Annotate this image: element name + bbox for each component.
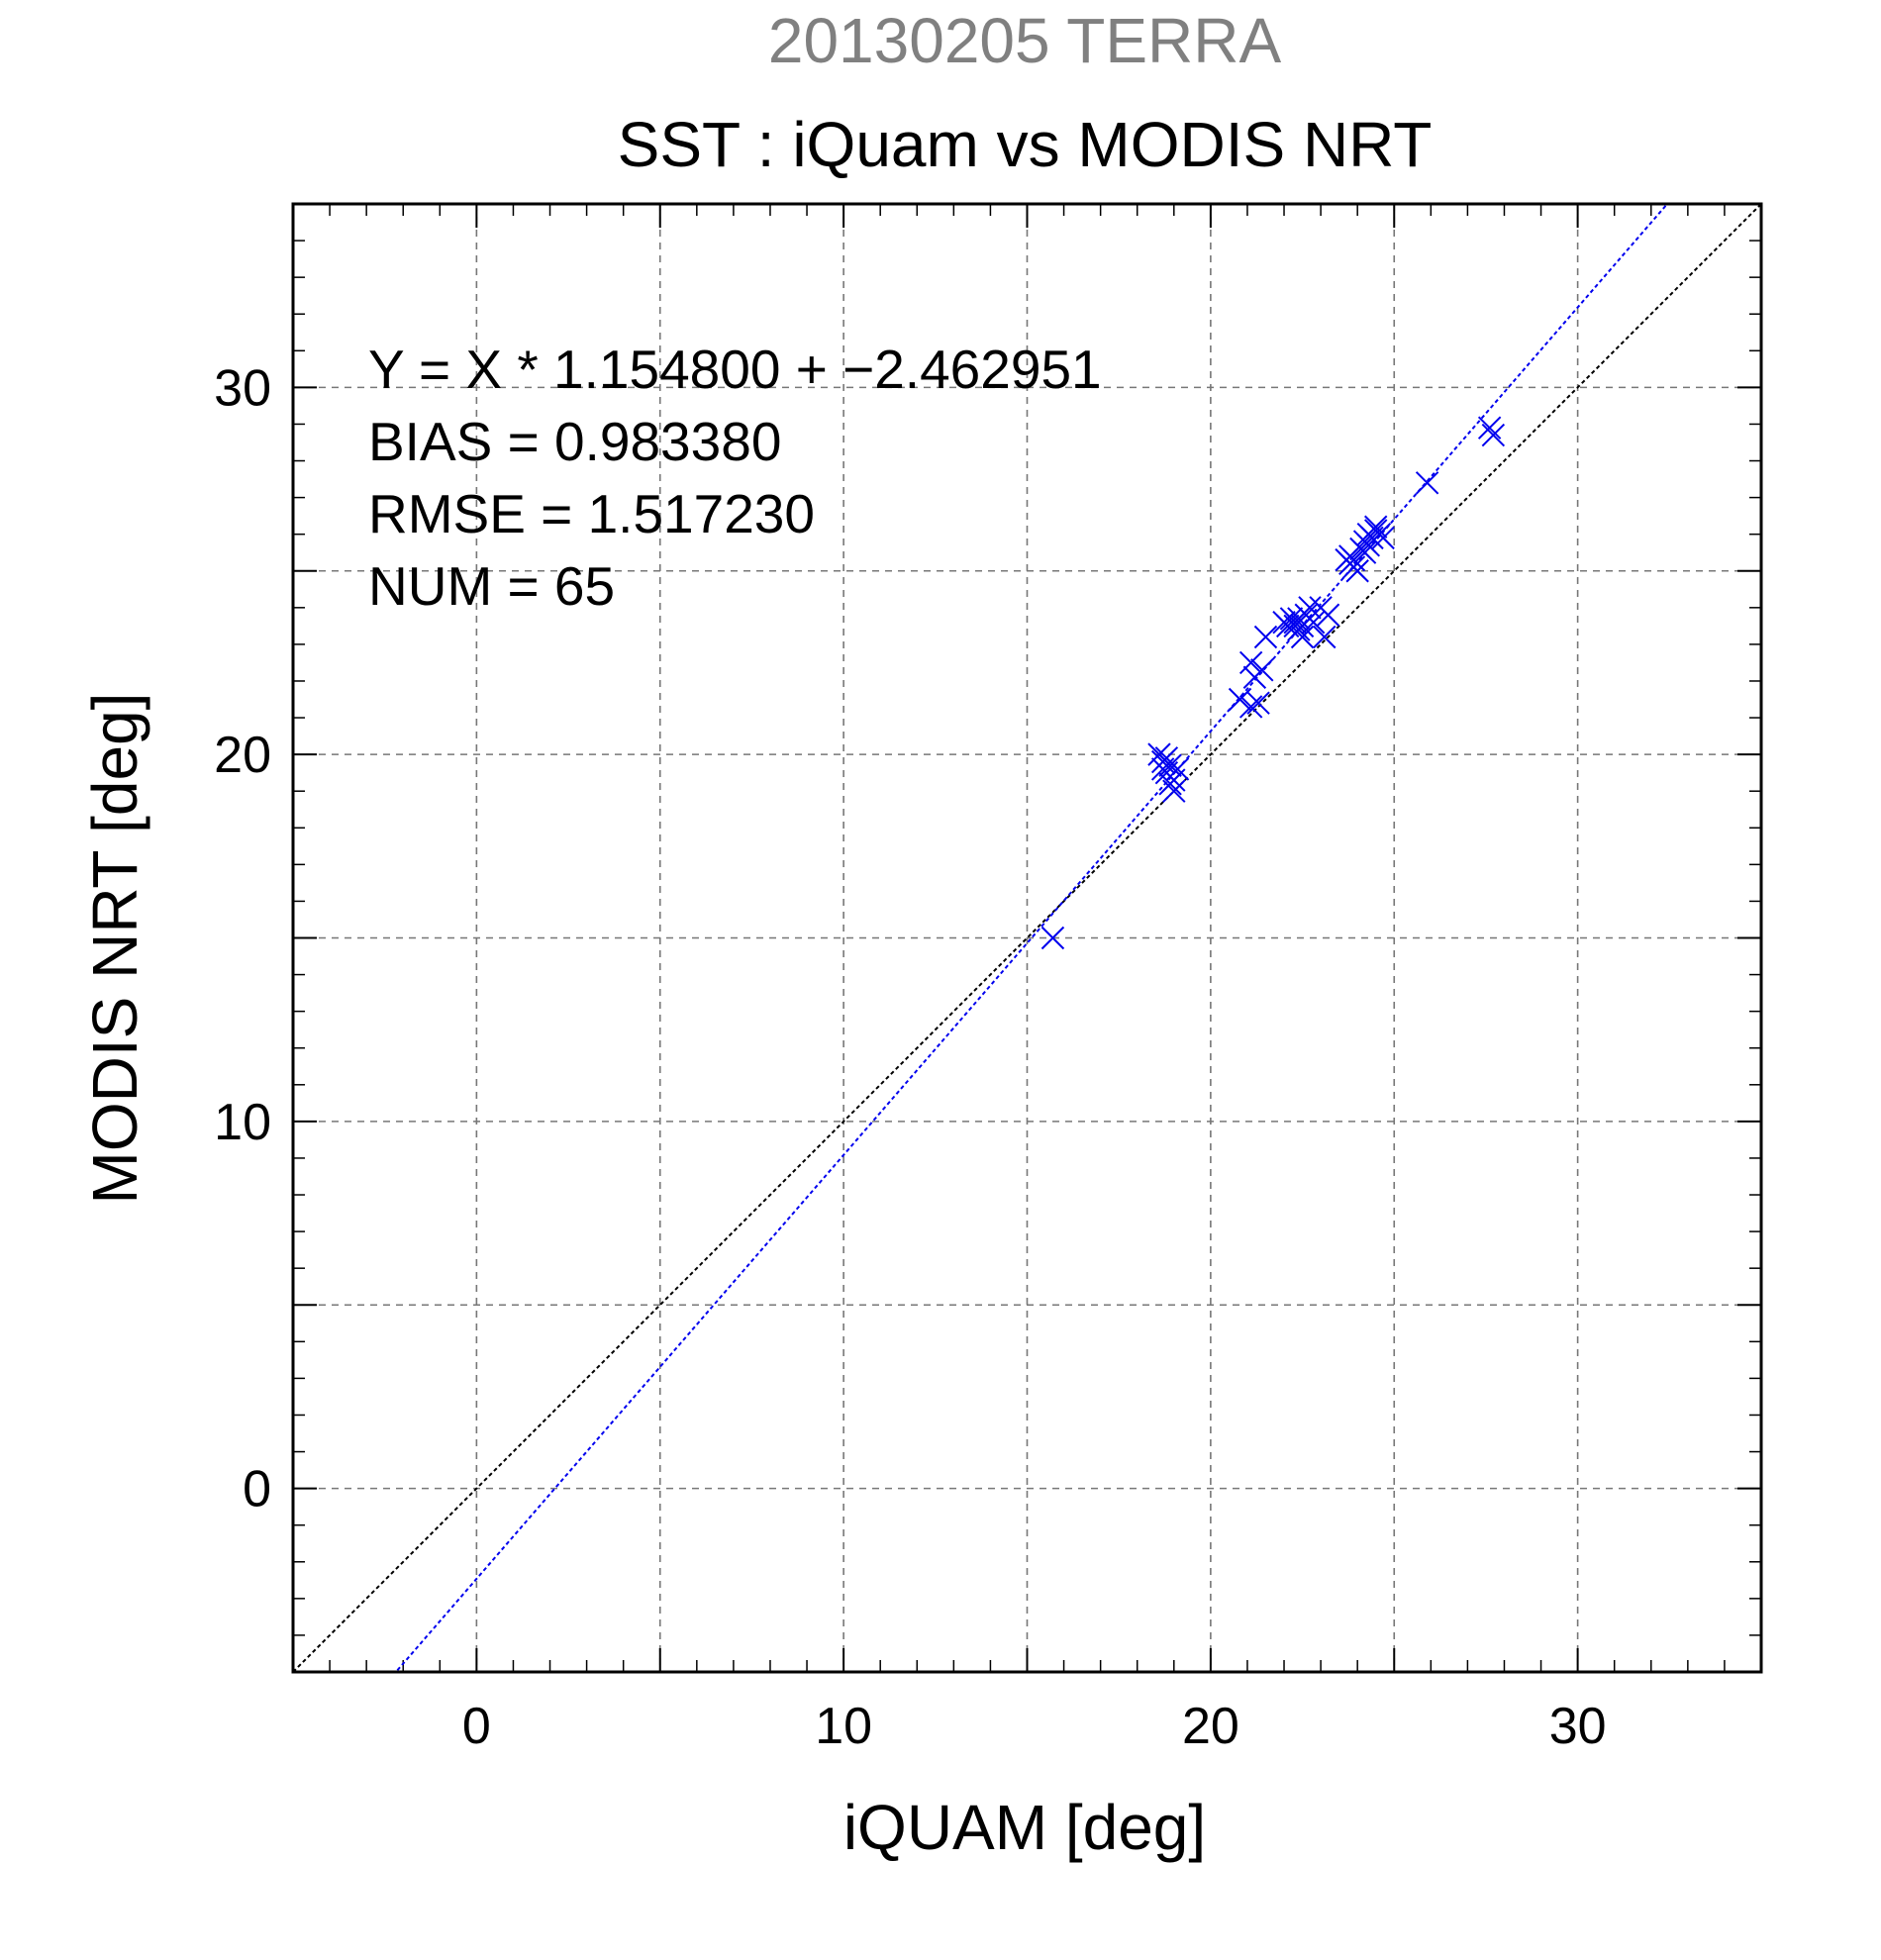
data-point (1283, 614, 1307, 638)
tick-labels: 0 10 20 30 0 10 20 30 (214, 359, 1606, 1755)
x-tick-label: 0 (462, 1698, 491, 1755)
data-points (1040, 416, 1506, 950)
data-point (1477, 416, 1502, 440)
stats-line: Y = X * 1.154800 + −2.462951 (368, 339, 1102, 400)
data-point (1246, 691, 1270, 715)
data-point (1238, 695, 1263, 719)
minor-ticks (293, 204, 1761, 1672)
x-axis-label: iQUAM [deg] (843, 1792, 1206, 1863)
data-point (1238, 650, 1263, 675)
stats-line: NUM = 65 (368, 555, 615, 617)
y-tick-label: 30 (214, 359, 271, 417)
data-point (1364, 515, 1388, 539)
chart-supertitle: 20130205 TERRA (768, 5, 1282, 76)
y-tick-label: 10 (214, 1094, 271, 1151)
stats-line: RMSE = 1.517230 (368, 483, 815, 544)
stats-line: BIAS = 0.983380 (368, 411, 781, 472)
y-tick-label: 0 (243, 1461, 271, 1519)
plot-frame (291, 202, 1763, 1674)
data-point (1290, 625, 1315, 649)
x-tick-label: 30 (1549, 1698, 1607, 1755)
x-tick-label: 20 (1182, 1698, 1239, 1755)
data-point (1352, 540, 1377, 564)
stats-annotation: Y = X * 1.154800 + −2.462951 BIAS = 0.983… (368, 339, 1102, 617)
y-axis-label: MODIS NRT [deg] (79, 693, 150, 1205)
data-point (1250, 658, 1274, 682)
data-point (1481, 423, 1506, 447)
y-tick-label: 20 (214, 727, 271, 784)
data-point (1162, 779, 1186, 803)
data-point (1165, 757, 1190, 781)
data-point (1040, 926, 1065, 950)
data-point (1158, 772, 1182, 796)
data-point (1228, 687, 1252, 712)
data-point (1253, 625, 1278, 649)
data-point (1287, 607, 1311, 631)
chart-title: SST : iQuam vs MODIS NRT (618, 109, 1433, 180)
data-point (1415, 471, 1439, 495)
grid-lines (293, 204, 1761, 1672)
data-point (1158, 753, 1182, 777)
data-point (1313, 625, 1336, 649)
data-point (1301, 610, 1326, 635)
data-point (1316, 603, 1340, 627)
x-tick-label: 10 (815, 1698, 872, 1755)
data-point (1371, 526, 1395, 550)
